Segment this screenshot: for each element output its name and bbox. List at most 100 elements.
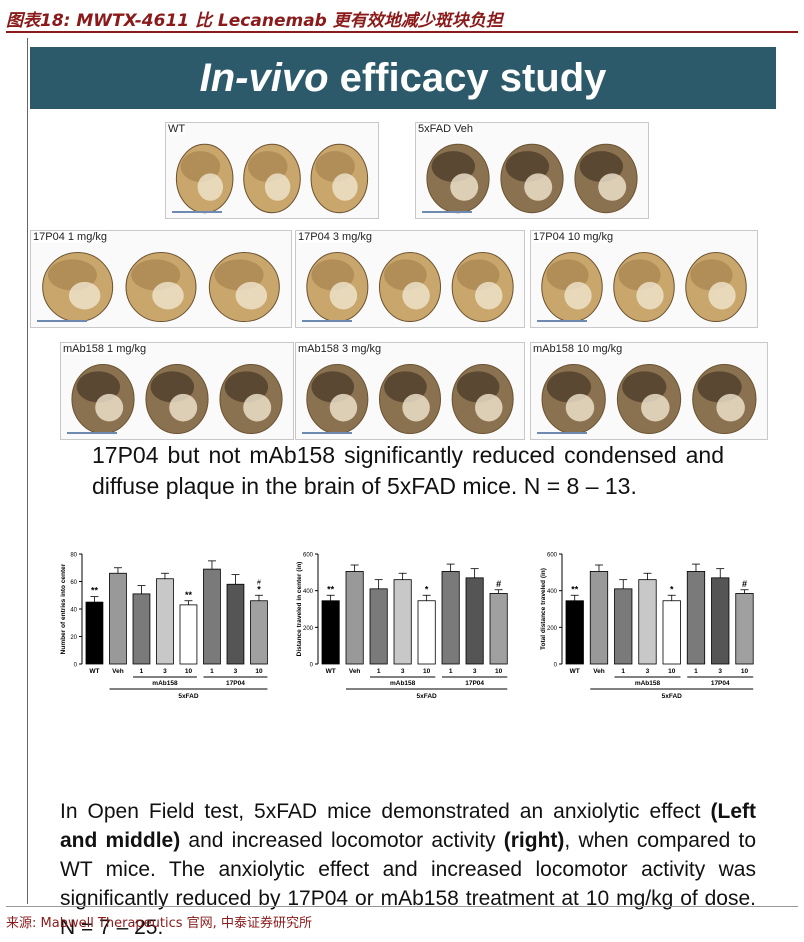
brain-sections-image bbox=[172, 143, 369, 214]
slide-header-rest: efficacy study bbox=[328, 56, 607, 100]
brain-inner-shape bbox=[235, 281, 268, 310]
brain-inner-shape bbox=[332, 173, 358, 201]
bar bbox=[132, 593, 151, 665]
significance-label: * bbox=[257, 584, 261, 594]
y-tick-label: 0 bbox=[554, 663, 558, 669]
brain-inner-shape bbox=[708, 281, 736, 310]
title-rule bbox=[6, 31, 798, 33]
panel-label: 17P04 10 mg/kg bbox=[533, 231, 614, 243]
y-axis-label: Total distance traveled (in) bbox=[540, 568, 547, 650]
brain-inner-shape bbox=[197, 173, 224, 201]
significance-label: # bbox=[496, 579, 501, 589]
brain-sections-image bbox=[422, 143, 638, 214]
bar bbox=[614, 588, 633, 665]
open-field-text-part: , when compared to WT mice. The anxiolyt… bbox=[60, 829, 756, 939]
y-tick-label: 400 bbox=[303, 589, 314, 595]
bar bbox=[489, 593, 508, 665]
brain-inner-shape bbox=[243, 393, 272, 422]
brain-inner-shape bbox=[95, 393, 124, 422]
panel-label: mAb158 1 mg/kg bbox=[63, 343, 147, 355]
bar bbox=[465, 577, 484, 665]
bar bbox=[638, 579, 657, 665]
x-tick-label: 3 bbox=[646, 668, 650, 675]
bar bbox=[109, 572, 127, 665]
x-tick-label: Veh bbox=[593, 668, 605, 675]
panel-5xfad-veh: 5xFAD Veh bbox=[415, 122, 649, 219]
scale-bar bbox=[67, 432, 117, 434]
y-tick-label: 0 bbox=[74, 663, 78, 669]
open-field-text-part: and increased locomotor activity bbox=[180, 829, 504, 852]
group-label: mAb158 bbox=[635, 680, 661, 687]
x-axis-label: 5xFAD bbox=[417, 693, 438, 700]
x-tick-label: 1 bbox=[140, 668, 144, 675]
x-tick-label: 1 bbox=[694, 668, 698, 675]
significance-label: ** bbox=[185, 590, 193, 600]
significance-label: # bbox=[257, 579, 261, 586]
brain-section-images: WT 5xFAD Veh 17P04 1 mg/kg 17P04 3 mg/kg… bbox=[30, 110, 776, 445]
x-tick-label: 10 bbox=[495, 668, 503, 675]
scale-bar bbox=[172, 211, 222, 213]
panel-mab158-10: mAb158 10 mg/kg bbox=[530, 342, 768, 440]
bar bbox=[156, 578, 174, 665]
brain-inner-shape bbox=[152, 281, 184, 310]
scale-bar bbox=[422, 211, 472, 213]
scale-bar bbox=[302, 432, 352, 434]
x-tick-label: 1 bbox=[210, 668, 214, 675]
scale-bar bbox=[37, 320, 87, 322]
significance-label: * bbox=[425, 584, 429, 594]
brain-inner-shape bbox=[68, 281, 101, 310]
y-tick-label: 200 bbox=[547, 626, 558, 632]
open-field-text-bold: (Left and middle) bbox=[60, 800, 756, 852]
source-note: 来源: Mabwell Therapeutics 官网, 中泰证券研究所 bbox=[6, 916, 312, 931]
y-tick-label: 400 bbox=[547, 589, 558, 595]
group-label: 17P04 bbox=[226, 680, 245, 687]
brain-inner-shape bbox=[598, 173, 627, 201]
brain-inner-shape bbox=[450, 173, 479, 201]
bar bbox=[441, 571, 460, 665]
panel-label: 17P04 3 mg/kg bbox=[298, 231, 372, 243]
brain-inner-shape bbox=[565, 393, 595, 422]
bar bbox=[85, 601, 104, 665]
bar bbox=[226, 583, 245, 665]
brain-inner-shape bbox=[169, 393, 198, 422]
brain-sections-image bbox=[302, 251, 514, 323]
x-tick-label: 10 bbox=[185, 668, 193, 675]
bar bbox=[735, 593, 754, 665]
x-axis-label: 5xFAD bbox=[178, 693, 199, 700]
x-tick-label: 3 bbox=[718, 668, 722, 675]
panel-label: 5xFAD Veh bbox=[418, 123, 474, 135]
bar bbox=[203, 568, 221, 665]
y-tick-label: 200 bbox=[303, 626, 314, 632]
brain-inner-shape bbox=[329, 393, 358, 422]
brain-sections-image bbox=[537, 251, 747, 323]
panel-17p04-3: 17P04 3 mg/kg bbox=[295, 230, 525, 328]
bar bbox=[369, 588, 388, 665]
brain-inner-shape bbox=[264, 173, 291, 201]
x-tick-label: 1 bbox=[621, 668, 625, 675]
bar bbox=[321, 600, 340, 665]
significance-label: ** bbox=[91, 586, 99, 596]
y-axis-label: Number of entries into center bbox=[60, 563, 67, 654]
panel-wt: WT bbox=[165, 122, 379, 219]
brain-inner-shape bbox=[716, 393, 745, 422]
y-tick-label: 20 bbox=[70, 635, 77, 641]
brain-sections-image bbox=[302, 363, 514, 435]
group-label: mAb158 bbox=[390, 680, 416, 687]
panel-label: 17P04 1 mg/kg bbox=[33, 231, 107, 243]
x-tick-label: WT bbox=[326, 668, 336, 675]
plaque-finding-text: 17P04 but not mAb158 significantly reduc… bbox=[92, 442, 724, 499]
bar bbox=[393, 579, 412, 665]
x-tick-label: 3 bbox=[234, 668, 238, 675]
footer-rule bbox=[6, 906, 798, 907]
group-label: mAb158 bbox=[152, 680, 178, 687]
slide-header: In-vivo efficacy study bbox=[30, 47, 776, 109]
y-tick-label: 60 bbox=[70, 580, 77, 586]
y-axis-label: Distance traveled in center (in) bbox=[296, 562, 303, 657]
brain-inner-shape bbox=[402, 393, 430, 422]
bar bbox=[250, 600, 268, 665]
x-axis-label: 5xFAD bbox=[662, 693, 683, 700]
y-tick-label: 0 bbox=[310, 663, 314, 669]
